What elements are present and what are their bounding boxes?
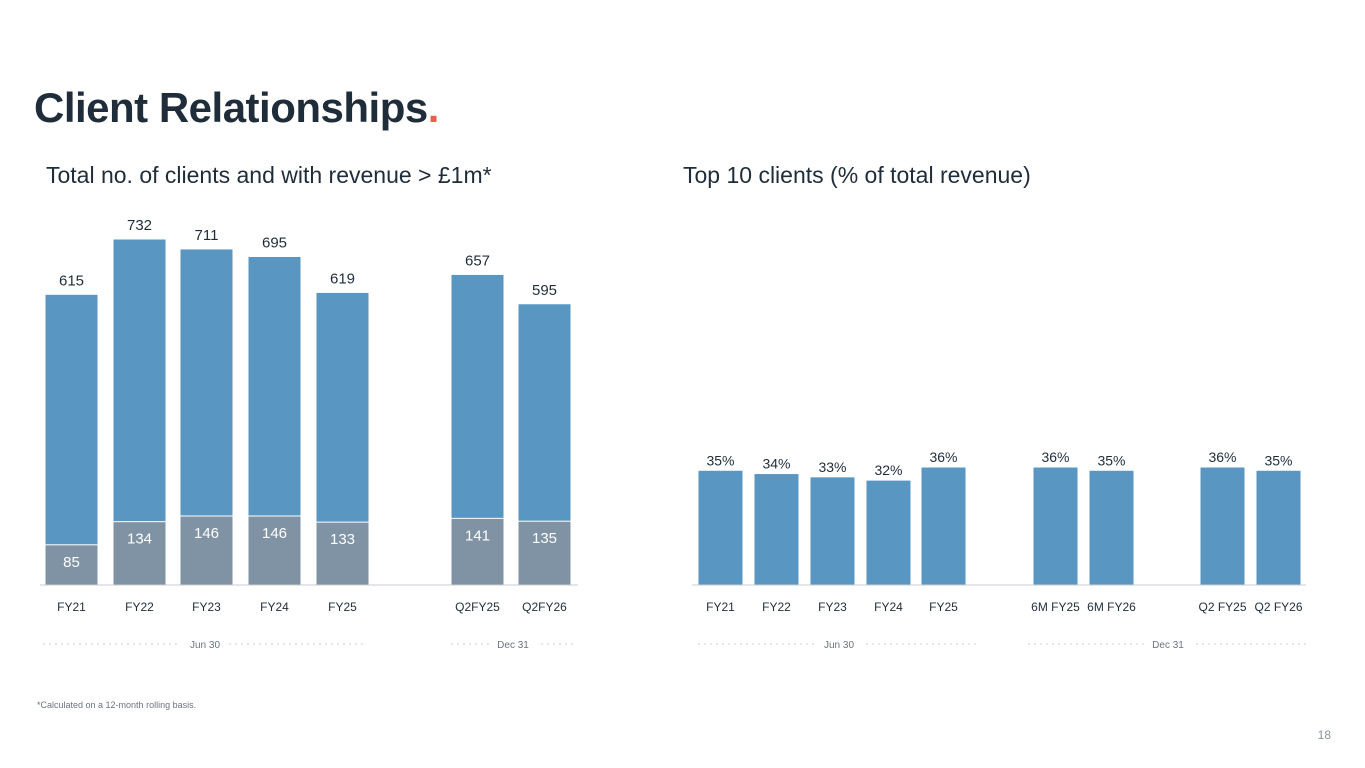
x-tick-label: Q2 FY25 [1198,600,1246,614]
data-label-over-1m: 133 [330,531,355,548]
left-chart-title: Total no. of clients and with revenue > … [46,162,492,188]
top10-clients-chart: 35% FY21 34% FY22 33% FY23 32% FY24 36% FY25 36% 6M… [692,449,1308,652]
bar-over-1m-fy24 [247,515,302,586]
group-label-backdrop [489,636,537,652]
data-label-percent: 36% [929,449,957,465]
page-title: Client Relationships. [34,84,439,132]
data-label-percent: 35% [1264,452,1292,468]
x-tick-label: Q2FY26 [522,600,567,614]
bar-over-1m-fy22 [112,521,167,586]
bar-over-1m-fy21 [44,544,99,586]
data-label-over-1m: 141 [465,527,490,544]
x-tick-label: FY22 [762,600,791,614]
bar-over-1m-q2fy26 [517,520,572,586]
x-tick-label: FY25 [328,600,357,614]
right-chart-title: Top 10 clients (% of total revenue) [683,162,1031,188]
data-label-over-1m: 146 [194,525,219,542]
bar-top10-6m-fy25 [1032,466,1079,586]
x-tick-label: Q2FY25 [455,600,500,614]
group-label: Dec 31 [1152,640,1184,651]
x-tick-label: FY24 [874,600,903,614]
data-label-total: 695 [262,234,287,251]
x-tick-label: Q2 FY26 [1254,600,1302,614]
x-tick-label: FY22 [125,600,154,614]
bar-top10-6m-fy26 [1088,469,1135,586]
bar-top10-q2-fy25 [1199,466,1246,586]
data-label-total: 615 [59,272,84,289]
x-tick-label: 6M FY25 [1031,600,1080,614]
data-label-percent: 32% [874,462,902,478]
data-label-total: 711 [195,227,219,244]
group-label: Jun 30 [190,640,220,651]
title-accent-dot: . [427,84,440,131]
data-label-percent: 36% [1041,449,1069,465]
group-label: Jun 30 [824,640,854,651]
x-tick-label: FY23 [192,600,221,614]
bar-top10-fy24 [865,479,912,586]
bar-over-1m-q2fy25 [450,517,505,586]
footnote: *Calculated on a 12-month rolling basis. [37,700,197,710]
data-label-total: 732 [127,217,152,234]
page-number: 18 [1317,728,1331,742]
data-label-over-1m: 85 [63,554,80,571]
x-tick-label: FY25 [929,600,958,614]
x-tick-label: FY24 [260,600,289,614]
x-tick-label: 6M FY26 [1087,600,1136,614]
group-label-backdrop [815,636,863,652]
group-label-backdrop [1144,636,1192,652]
data-label-percent: 35% [706,452,734,468]
data-label-percent: 34% [762,456,790,472]
bar-top10-fy23 [809,476,856,586]
data-label-over-1m: 134 [127,531,152,548]
data-label-percent: 36% [1208,449,1236,465]
x-tick-label: FY21 [706,600,735,614]
data-label-over-1m: 135 [532,530,557,547]
data-label-total: 619 [330,270,355,287]
data-label-total: 657 [465,252,490,269]
bar-top10-fy25 [920,466,967,586]
data-label-total: 595 [532,282,557,299]
data-label-percent: 35% [1097,452,1125,468]
bar-top10-fy21 [697,469,744,586]
page-title-text: Client Relationships [34,84,428,131]
bar-top10-fy22 [753,473,800,586]
group-label-backdrop [181,636,229,652]
data-label-percent: 33% [818,459,846,475]
bar-top10-q2-fy26 [1255,469,1302,586]
data-label-over-1m: 146 [262,525,287,542]
group-label: Dec 31 [497,640,529,651]
x-tick-label: FY23 [818,600,847,614]
x-tick-label: FY21 [57,600,86,614]
client-count-chart: 615 85 FY21 732 134 FY22 711 146 FY23 695 146 FY24 6… [40,217,578,652]
